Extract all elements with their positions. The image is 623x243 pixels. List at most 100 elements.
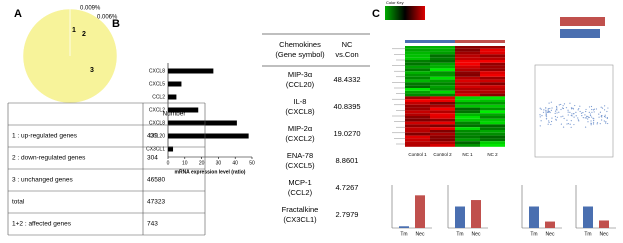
heatmap-cell [430,124,455,128]
heatmap-cell [430,68,455,72]
table-cell: 46580 [147,177,165,184]
heatmap-cell [430,93,455,97]
volcano-dot [570,107,573,109]
heatmap-cell [405,76,430,80]
heatmap-cell [405,104,430,108]
heatmap-cell [430,82,455,86]
table-cell: 743 [147,221,158,228]
volcano-dot [588,106,591,108]
volcano-dot [569,102,571,104]
heatmap-cell [480,138,505,142]
volcano-dot [592,123,595,125]
heatmap-cell [480,132,505,136]
volcano-dot [565,107,568,109]
heatmap-cell [405,132,430,136]
volcano-dot [590,120,592,122]
heatmap-cell [455,60,480,63]
heatmap-cell [430,141,455,144]
heatmap-cell [405,141,430,144]
heatmap-cell [480,65,505,69]
volcano-dot [571,115,573,117]
heatmap-cell [480,51,505,55]
pie-slice [22,8,118,104]
volcano-dot [556,116,558,118]
y-tick-label: CXCL8 [149,68,165,74]
table-cell: 439 [147,133,158,140]
heatmap-cell [405,93,430,97]
volcano-dot [579,105,581,107]
heatmap-cell [455,48,480,52]
volcano-dot [548,102,550,104]
table-cell: 304 [147,155,158,162]
heatmap-cell [430,104,455,108]
volcano-dot [603,109,606,111]
heatmap-cell [455,124,480,128]
panel-label: B [112,18,120,30]
bar [455,206,465,228]
table-cell: total [12,199,25,206]
x-tick-label: Tm [400,231,407,237]
heatmap-cell [480,102,505,105]
heatmap-cell [455,135,480,139]
bar [399,226,409,228]
heatmap-cell [480,116,505,119]
table-header: Chemokines [279,40,321,49]
heatmap-cell [430,127,455,130]
volcano-dot [604,116,606,118]
volcano-dot [590,116,593,118]
volcano-dot [580,112,583,114]
heatmap-cell [430,46,455,49]
bar [545,221,555,228]
heatmap-cell [455,57,480,60]
column-label: NC 1 [462,152,473,157]
heatmap-cell [405,96,430,100]
heatmap-cell [455,121,480,125]
volcano-dot [604,114,606,116]
volcano-dot [577,117,579,119]
volcano-dot [603,120,605,122]
table-cell: 2.7979 [336,210,359,219]
volcano-dot [551,107,553,109]
volcano-dot [605,121,607,123]
volcano-dot [584,117,586,119]
volcano-dot [558,111,560,113]
volcano-dot [606,110,608,113]
heatmap-cell [455,85,480,88]
volcano-dot [603,115,606,118]
heatmap-cell [430,132,455,136]
volcano-dot [570,126,572,128]
volcano-dot [562,115,564,117]
volcano-dot [540,120,542,122]
y-tick-label: CX3CL1 [146,146,165,152]
table-cell: (CX3CL1) [283,215,317,224]
volcano-dot [556,107,558,109]
heatmap-cell [480,110,505,114]
heatmap-cell [405,138,430,142]
volcano-dot [582,112,584,114]
table-cell: (CCL20) [286,80,315,89]
y-tick-label: CXCL2 [149,107,165,113]
heatmap-cell [480,121,505,125]
heatmap-cell [405,124,430,128]
volcano-dot [548,120,550,122]
table-cell: 4.7267 [336,183,359,192]
heatmap-cell [480,141,505,144]
heatmap-cell [455,68,480,72]
heatmap-cell [430,57,455,60]
bar [471,200,481,228]
volcano-dot [567,109,569,111]
volcano-dot [607,122,609,125]
volcano-dot [574,104,576,107]
heatmap-cell [480,135,505,139]
color-key-bar [385,6,425,20]
heatmap-cell [455,118,480,122]
volcano-dot [545,113,547,115]
volcano-dot [547,108,550,110]
volcano-dot [605,122,607,124]
heatmap-cell [430,110,455,114]
volcano-dot [567,111,569,113]
heatmap-cell [405,88,430,91]
y-tick-label: CCL20 [149,133,165,139]
table-cell: 2 : down-regulated genes [12,155,86,162]
bar [583,206,593,228]
